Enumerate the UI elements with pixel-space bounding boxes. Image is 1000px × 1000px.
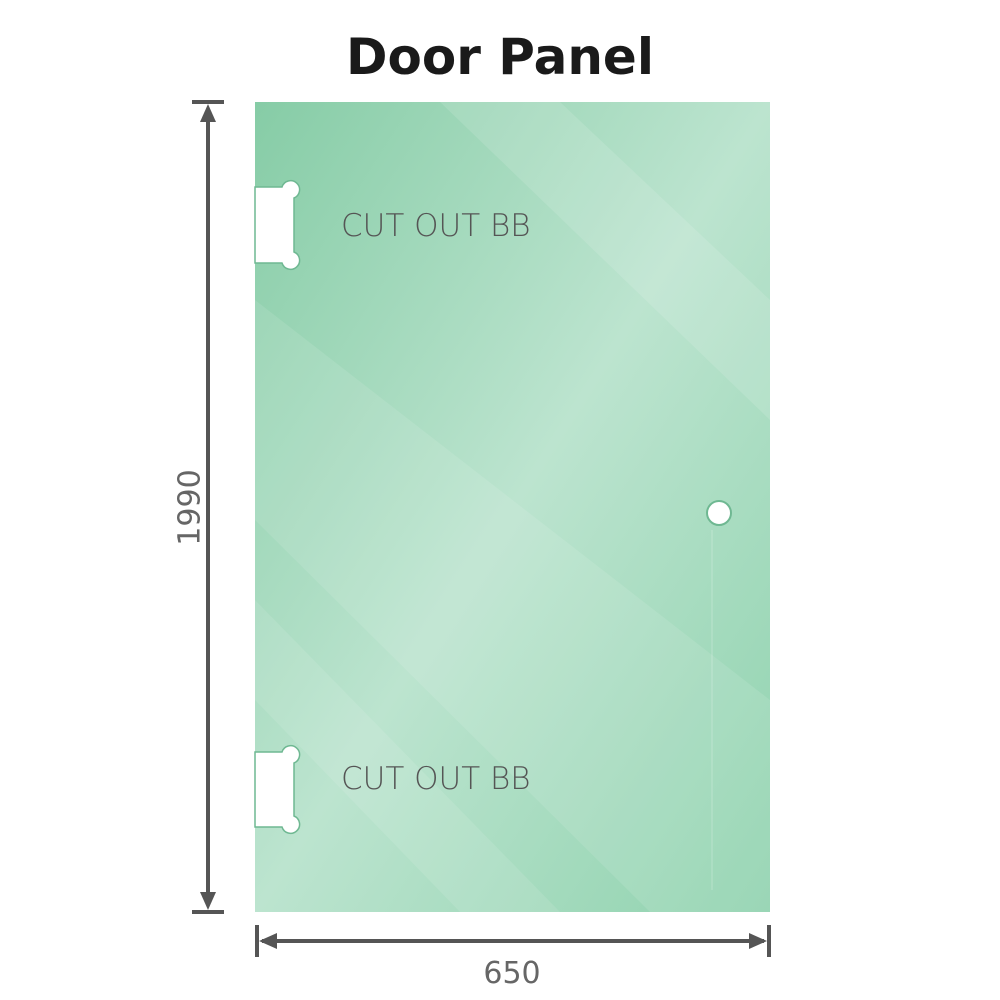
cutout-bottom-label: CUT OUT BB (341, 761, 531, 797)
handle-hole (706, 500, 732, 526)
cutout-bottom (254, 744, 301, 835)
cutout-top-label: CUT OUT BB (341, 208, 531, 244)
height-dimension-label: 1990 (172, 469, 208, 546)
height-dimension-line (192, 100, 224, 914)
cutout-top (254, 179, 301, 271)
glass-panel (255, 102, 770, 912)
width-dimension-line (255, 925, 771, 957)
diagram-title: Door Panel (346, 28, 654, 86)
width-dimension-label: 650 (483, 956, 541, 991)
